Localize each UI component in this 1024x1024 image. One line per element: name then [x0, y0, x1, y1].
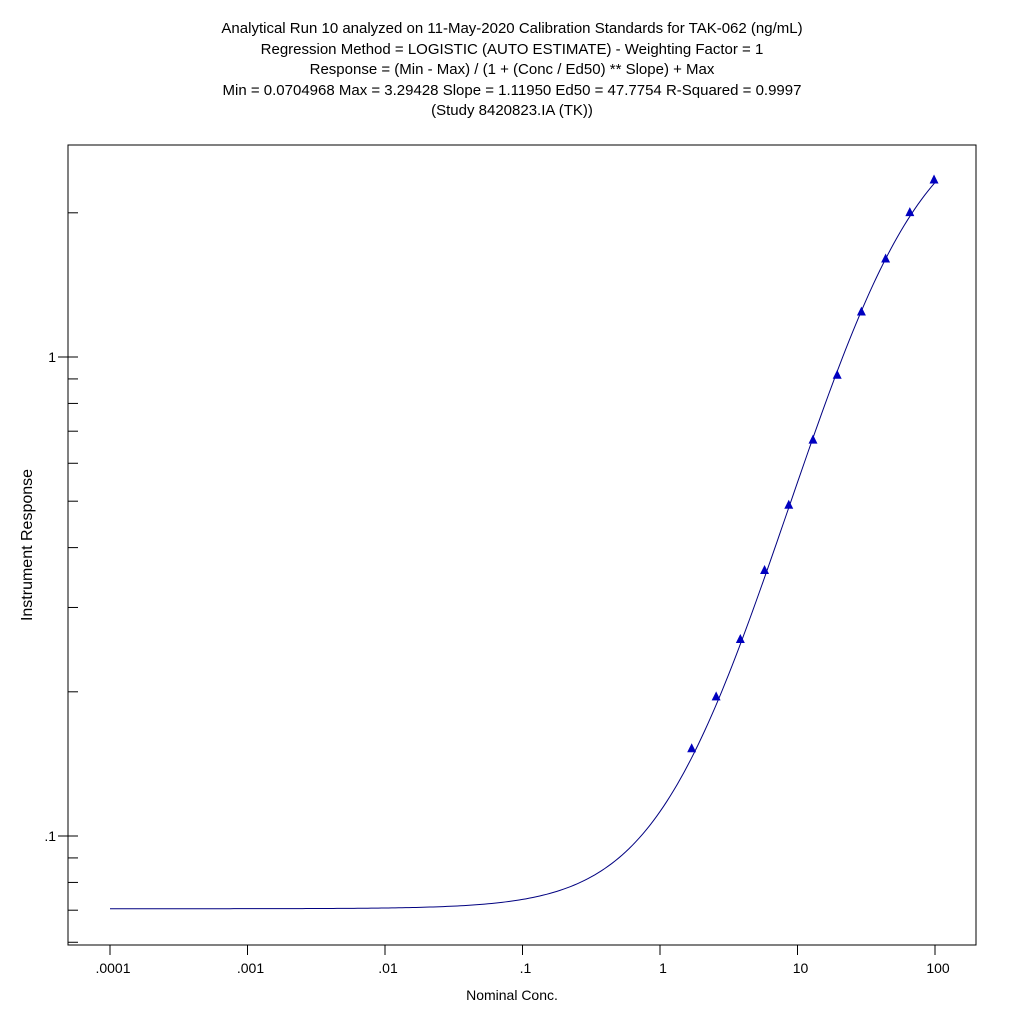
chart-title-line-2: Regression Method = LOGISTIC (AUTO ESTIM…	[260, 40, 764, 58]
data-point	[735, 633, 745, 643]
x-tick-label: 100	[926, 960, 950, 976]
data-point	[760, 565, 770, 574]
plot-frame	[67, 144, 977, 946]
x-axis-label: Nominal Conc.	[466, 987, 558, 1003]
data-point	[905, 207, 915, 217]
data-point	[808, 434, 818, 444]
data-point	[856, 306, 866, 316]
y-axis-label: Instrument Response	[19, 468, 36, 622]
chart-title-block: Analytical Run 10 analyzed on 11-May-202…	[0, 19, 1024, 122]
chart-title-line-3: Response = (Min - Max) / (1 + (Conc / Ed…	[309, 61, 715, 78]
data-point	[687, 743, 697, 753]
fit-curve	[110, 182, 936, 910]
chart-title-line-1: Analytical Run 10 analyzed on 11-May-202…	[221, 20, 803, 37]
x-tick-label: .1	[520, 960, 532, 976]
x-tick-label: 10	[793, 960, 809, 976]
x-tick-label: 1	[659, 960, 667, 976]
x-axis-ticks: .0001 .001 .01 .1 1 10 100	[95, 945, 950, 976]
y-tick-label: 1	[48, 349, 56, 365]
y-tick-label: .1	[44, 828, 56, 844]
x-tick-label: .0001	[95, 960, 130, 976]
data-point	[784, 499, 794, 509]
y-axis-ticks: .1 1	[44, 212, 78, 943]
x-tick-label: .01	[378, 960, 398, 976]
data-point	[711, 691, 721, 701]
x-tick-label: .001	[237, 960, 264, 976]
data-point	[832, 369, 842, 379]
chart-title-line-5: (Study 8420823.IA (TK))	[431, 102, 593, 119]
chart-title-line-4: Min = 0.0704968 Max = 3.29428 Slope = 1.…	[222, 81, 802, 99]
data-point	[929, 174, 939, 184]
data-point	[881, 253, 891, 263]
calibration-points	[687, 174, 939, 753]
